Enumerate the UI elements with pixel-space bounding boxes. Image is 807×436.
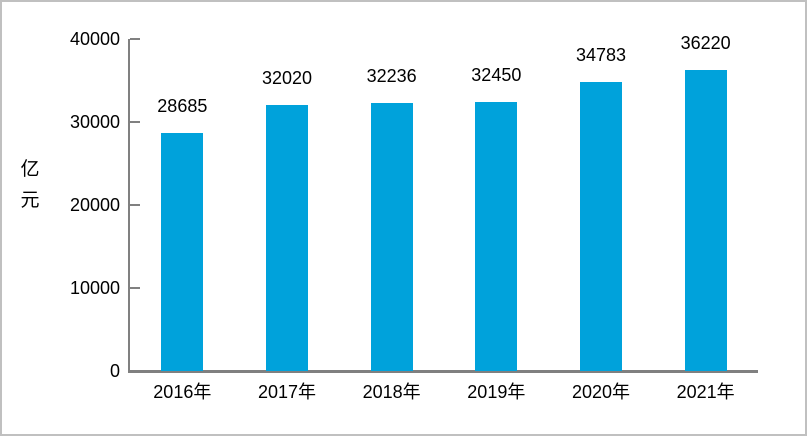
x-axis-line (128, 370, 758, 373)
x-tick-label: 2016年 (153, 382, 212, 402)
x-tick-label: 2018年 (362, 382, 421, 402)
y-tick-label: 30000 (69, 112, 120, 132)
bar-value-label: 28685 (157, 95, 208, 116)
x-tick-label: 2019年 (467, 382, 526, 402)
y-tick-mark (130, 370, 140, 372)
bar-value-label: 36220 (680, 33, 731, 54)
y-tick-label: 0 (109, 361, 120, 381)
bar (580, 82, 622, 371)
y-tick-mark (130, 204, 140, 206)
y-tick-mark (130, 121, 140, 123)
x-tick-label: 2020年 (571, 382, 631, 402)
bar-value-label: 32236 (366, 66, 417, 87)
bar (370, 103, 413, 371)
y-tick-label: 20000 (69, 195, 120, 215)
y-tick-label: 40000 (69, 29, 120, 49)
y-axis-title: 亿元 (20, 159, 40, 211)
bar (266, 105, 308, 371)
bar (475, 101, 518, 371)
bar (684, 70, 727, 371)
y-tick-mark (130, 287, 140, 289)
y-axis-line (128, 39, 130, 372)
bar (161, 132, 204, 371)
y-tick-label: 10000 (69, 278, 120, 298)
bar-value-label: 34783 (575, 45, 627, 66)
bar-value-label: 32450 (471, 64, 522, 85)
x-tick-label: 2017年 (257, 382, 317, 402)
bar-value-label: 32020 (261, 68, 313, 89)
x-tick-label: 2021年 (676, 382, 735, 402)
y-tick-mark (130, 38, 140, 40)
